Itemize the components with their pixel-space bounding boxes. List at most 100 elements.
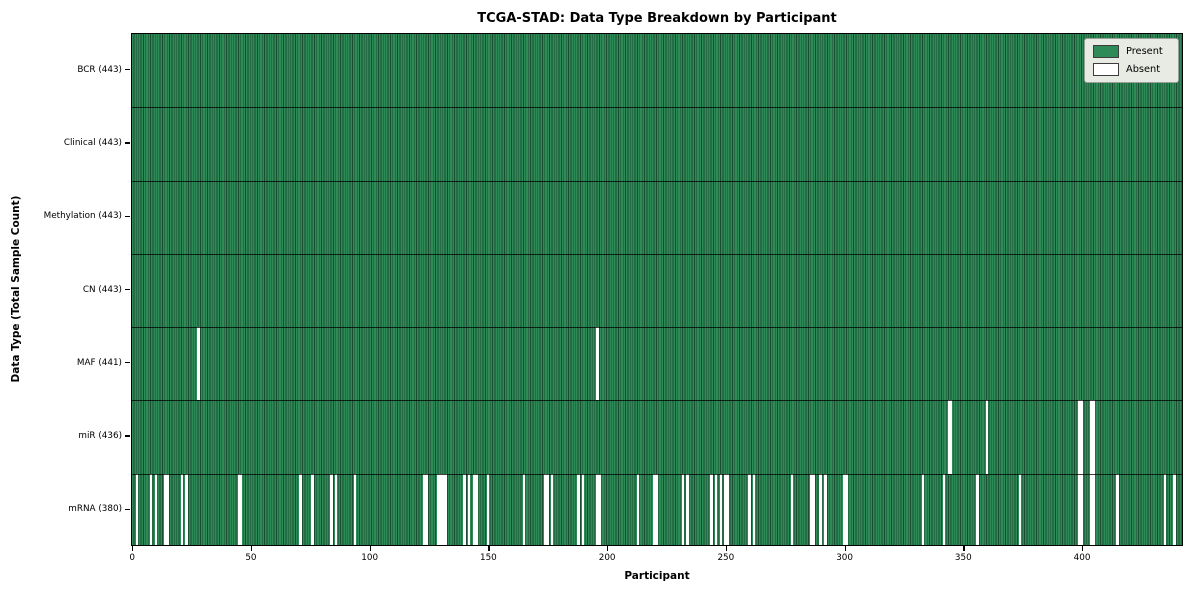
absent-bar [522, 473, 525, 545]
absent-bar [1116, 473, 1119, 545]
absent-bar [240, 473, 243, 545]
absent-bar [468, 473, 471, 545]
heatmap-row-clinical [132, 107, 1182, 181]
absent-bar [164, 473, 167, 545]
absent-bar [166, 473, 169, 545]
absent-bar [1173, 473, 1176, 545]
xtick-mark [844, 546, 846, 551]
xtick-label-50: 50 [245, 553, 257, 563]
absent-bar [942, 473, 946, 545]
ytick-label-bcr: BCR (443) [77, 64, 122, 75]
xtick-mark [607, 546, 609, 551]
xtick-mark [488, 546, 490, 551]
absent-bar [475, 473, 478, 545]
absent-bar [1078, 400, 1081, 474]
absent-bar [1163, 473, 1167, 545]
absent-bar [1018, 473, 1022, 545]
absent-bar [921, 473, 924, 545]
absent-bar [790, 473, 794, 545]
absent-bar [299, 473, 302, 545]
xtick-label-150: 150 [479, 553, 497, 563]
absent-bar [1080, 473, 1084, 545]
absent-bar [752, 473, 756, 545]
xtick-mark [963, 546, 965, 551]
xtick-mark [725, 546, 728, 551]
absent-bar [985, 400, 989, 474]
absent-bar [1080, 400, 1084, 474]
absent-bar [354, 473, 357, 545]
ytick-mark [125, 508, 130, 510]
absent-bar [748, 473, 751, 545]
absent-bar [311, 473, 314, 545]
absent-bar [598, 473, 601, 545]
absent-bar [950, 400, 953, 474]
row-separator [132, 327, 1182, 329]
absent-bar [149, 473, 153, 545]
legend: Present Absent [1084, 38, 1179, 83]
absent-bar [596, 473, 599, 545]
heatmap-row-methylation [132, 180, 1182, 254]
absent-bar [845, 473, 848, 545]
absent-bar [596, 327, 599, 401]
absent-bar [441, 473, 445, 545]
ytick-label-mir: miR (436) [78, 431, 122, 442]
absent-bar [422, 473, 426, 545]
row-separator [132, 400, 1182, 402]
row-separator [132, 180, 1182, 182]
absent-bar [843, 473, 846, 545]
xtick-label-250: 250 [717, 553, 735, 563]
ytick-label-maf: MAF (441) [76, 357, 122, 368]
absent-bar [472, 473, 476, 545]
row-separator [132, 253, 1182, 255]
absent-bar [544, 473, 547, 545]
ytick-label-cn: CN (443) [82, 284, 122, 295]
absent-bar [135, 473, 138, 545]
absent-bar [1090, 473, 1093, 545]
absent-bar [976, 473, 979, 545]
absent-bar [686, 473, 689, 545]
absent-bar [1092, 400, 1095, 474]
legend-entry-present: Present [1093, 45, 1170, 58]
legend-swatch-present [1093, 45, 1119, 58]
absent-bar [551, 473, 554, 545]
ytick-mark [125, 142, 130, 144]
legend-label: Absent [1126, 64, 1161, 75]
absent-bar [1090, 400, 1093, 474]
xtick-label-400: 400 [1073, 553, 1091, 563]
absent-bar [185, 473, 188, 545]
absent-bar [636, 473, 639, 545]
heatmap-row-cn [132, 253, 1182, 328]
absent-bar [653, 473, 656, 545]
legend-entry-absent: Absent [1093, 63, 1170, 76]
absent-bar [582, 473, 585, 545]
xtick-label-200: 200 [598, 553, 616, 563]
absent-bar [655, 473, 658, 545]
absent-bar [724, 473, 727, 545]
row-separator [132, 107, 1182, 109]
absent-bar [577, 473, 580, 545]
absent-bar [824, 473, 827, 545]
ytick-mark [125, 215, 130, 217]
y-axis-label: Data Type (Total Sample Count) [10, 195, 22, 383]
heatmap-row-mrna [132, 473, 1182, 545]
legend-swatch-absent [1093, 63, 1119, 76]
absent-bar [463, 473, 466, 545]
ytick-label-methylation: Methylation (443) [43, 211, 122, 222]
heatmap-row-maf [132, 327, 1182, 401]
absent-bar [947, 400, 951, 474]
absent-bar [180, 473, 184, 545]
heatmap-row-bcr [132, 34, 1182, 108]
absent-bar [546, 473, 549, 545]
ytick-mark [125, 362, 130, 364]
ytick-mark [125, 435, 130, 437]
ytick-label-clinical: Clinical (443) [63, 137, 122, 148]
ytick-label-mrna: mRNA (380) [68, 504, 122, 515]
legend-label: Present [1126, 46, 1163, 57]
xtick-label-100: 100 [361, 553, 379, 563]
absent-bar [444, 473, 447, 545]
xtick-label-300: 300 [836, 553, 853, 563]
ytick-mark [125, 288, 130, 291]
absent-bar [809, 473, 813, 545]
absent-bar [1092, 473, 1095, 545]
